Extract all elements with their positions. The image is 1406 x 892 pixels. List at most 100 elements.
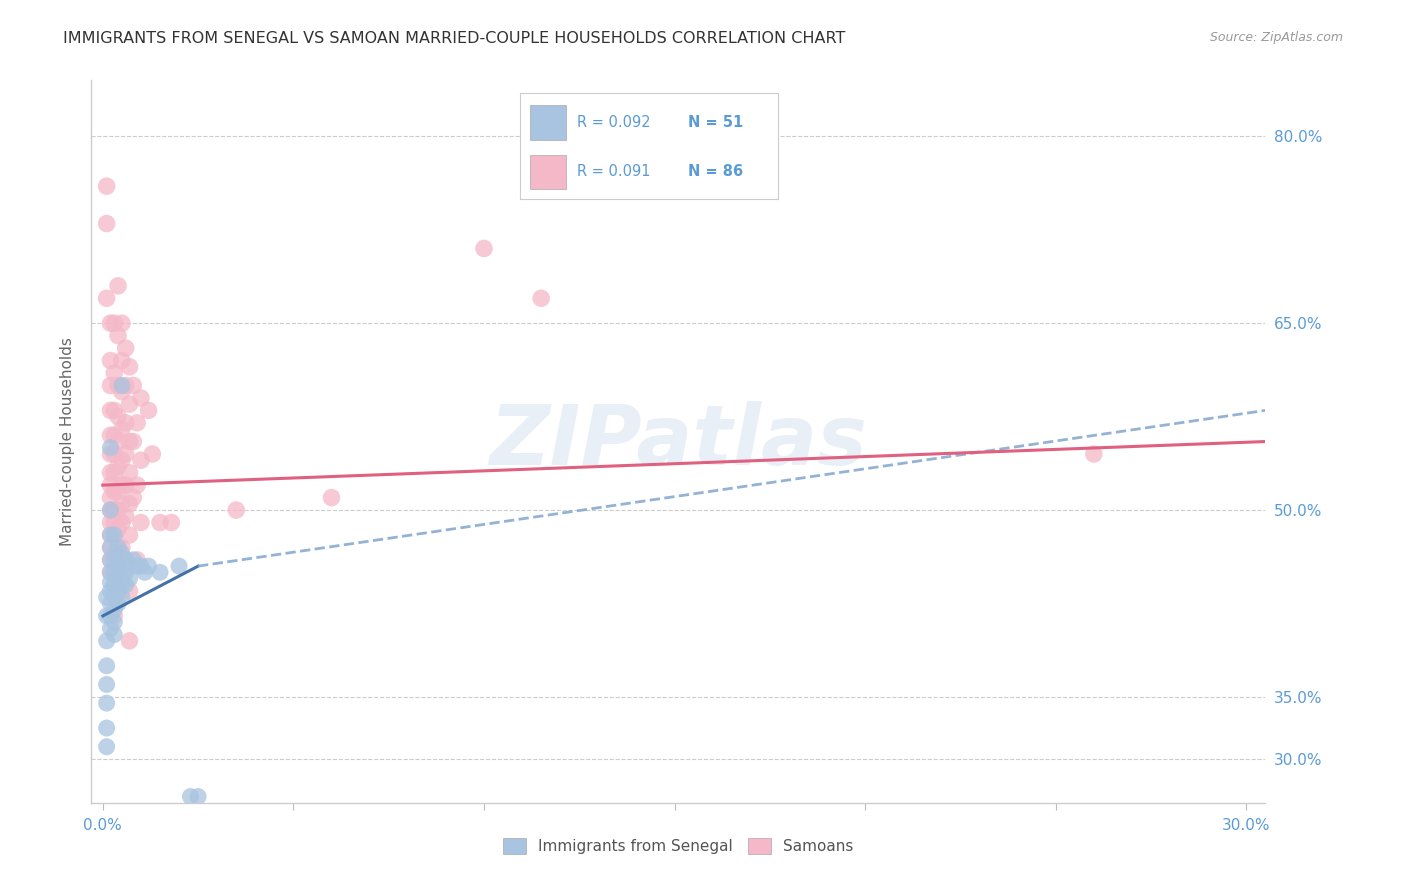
Point xyxy=(111,478,134,492)
Point xyxy=(107,541,129,555)
Point xyxy=(103,403,125,417)
Point xyxy=(111,566,134,580)
Point xyxy=(107,378,129,392)
Point xyxy=(118,584,141,599)
Point xyxy=(114,478,136,492)
Point xyxy=(179,789,201,804)
Text: Source: ZipAtlas.com: Source: ZipAtlas.com xyxy=(1209,31,1343,45)
Point xyxy=(187,789,209,804)
Point xyxy=(107,597,129,611)
Point xyxy=(96,291,118,305)
Point xyxy=(118,559,141,574)
Point xyxy=(129,391,152,405)
Point xyxy=(107,559,129,574)
Point xyxy=(141,447,163,461)
Point xyxy=(111,453,134,467)
Point xyxy=(103,615,125,630)
Point xyxy=(114,578,136,592)
Point xyxy=(100,516,122,530)
Point xyxy=(138,403,160,417)
Point xyxy=(103,447,125,461)
Point xyxy=(111,384,134,399)
Point xyxy=(134,566,156,580)
Point xyxy=(118,434,141,449)
Point xyxy=(100,553,122,567)
Point xyxy=(149,516,172,530)
Point xyxy=(103,528,125,542)
Point xyxy=(103,603,125,617)
Point xyxy=(100,447,122,461)
Point xyxy=(127,559,149,574)
Point xyxy=(472,242,495,256)
Point xyxy=(167,559,190,574)
Point xyxy=(96,609,118,624)
Point xyxy=(111,541,134,555)
Point xyxy=(122,378,145,392)
Point xyxy=(138,559,160,574)
Point xyxy=(100,528,122,542)
Point xyxy=(103,566,125,580)
Point xyxy=(129,516,152,530)
Point xyxy=(107,522,129,536)
Text: IMMIGRANTS FROM SENEGAL VS SAMOAN MARRIED-COUPLE HOUSEHOLDS CORRELATION CHART: IMMIGRANTS FROM SENEGAL VS SAMOAN MARRIE… xyxy=(63,31,845,46)
Point xyxy=(118,497,141,511)
Point xyxy=(122,491,145,505)
Point xyxy=(111,572,134,586)
Point xyxy=(103,528,125,542)
Point xyxy=(111,316,134,330)
Y-axis label: Married-couple Households: Married-couple Households xyxy=(59,337,75,546)
Point xyxy=(100,528,122,542)
Point xyxy=(100,316,122,330)
Point xyxy=(96,677,118,691)
Point xyxy=(100,353,122,368)
Point xyxy=(96,696,118,710)
Point xyxy=(107,409,129,424)
Point xyxy=(100,621,122,635)
Point xyxy=(114,566,136,580)
Point xyxy=(122,553,145,567)
Point xyxy=(107,559,129,574)
Point xyxy=(321,491,343,505)
Point xyxy=(100,566,122,580)
Point xyxy=(129,453,152,467)
Point xyxy=(100,503,122,517)
Point xyxy=(100,553,122,567)
Point xyxy=(111,497,134,511)
Point xyxy=(100,541,122,555)
Point xyxy=(103,609,125,624)
Point xyxy=(100,378,122,392)
Point xyxy=(96,739,118,754)
Point xyxy=(111,422,134,436)
Point xyxy=(103,627,125,641)
Point xyxy=(111,378,134,392)
Point xyxy=(103,516,125,530)
Point xyxy=(100,403,122,417)
Point xyxy=(149,566,172,580)
Point xyxy=(103,366,125,380)
Point xyxy=(114,416,136,430)
Point xyxy=(118,359,141,374)
Point xyxy=(107,434,129,449)
Point xyxy=(111,516,134,530)
Point xyxy=(103,578,125,592)
Point xyxy=(100,609,122,624)
Point xyxy=(107,584,129,599)
Point xyxy=(127,553,149,567)
Point xyxy=(225,503,247,517)
Point xyxy=(100,503,122,517)
Point xyxy=(103,547,125,561)
Point xyxy=(103,591,125,605)
Point xyxy=(100,541,122,555)
Point xyxy=(1083,447,1105,461)
Point xyxy=(96,721,118,735)
Point xyxy=(100,584,122,599)
Point xyxy=(103,503,125,517)
Point xyxy=(118,528,141,542)
Point xyxy=(530,291,553,305)
Point xyxy=(160,516,183,530)
Point xyxy=(100,428,122,442)
Point xyxy=(96,658,118,673)
Point xyxy=(114,553,136,567)
Point xyxy=(103,566,125,580)
Point xyxy=(103,428,125,442)
